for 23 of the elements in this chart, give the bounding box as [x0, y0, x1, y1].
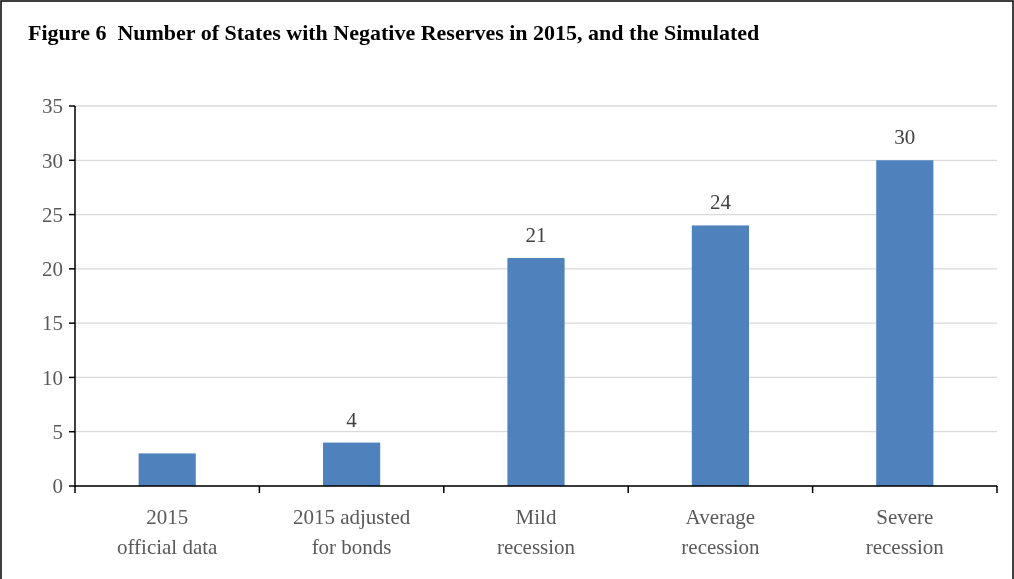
x-tick-label: Mild recession — [496, 505, 576, 559]
chart-title: Figure 6 Number of States with Negative Reserves in 2015, and the Simulated — [28, 20, 760, 45]
bar — [323, 442, 381, 486]
x-tick-label: 2015 official data — [116, 505, 219, 559]
y-tick-label: 30 — [42, 148, 63, 173]
x-tick-label: Average recession — [681, 505, 760, 559]
data-label: 24 — [709, 190, 732, 215]
bar — [876, 160, 934, 486]
y-tick-label: 25 — [42, 202, 63, 227]
y-tick-label: 5 — [52, 420, 63, 445]
y-tick-label: 35 — [42, 94, 63, 119]
y-tick-label: 0 — [52, 474, 63, 499]
x-tick-label: 2015 adjusted for bonds — [292, 505, 411, 559]
bar — [138, 453, 196, 486]
data-label: 4 — [346, 407, 358, 432]
data-label: 30 — [894, 125, 916, 150]
x-tick-label: Severe recession — [865, 505, 945, 559]
bar — [691, 225, 749, 486]
y-tick-label: 10 — [42, 365, 63, 390]
data-label: 21 — [525, 223, 547, 247]
y-tick-label: 20 — [42, 257, 63, 282]
bar — [507, 258, 565, 486]
y-tick-label: 15 — [42, 311, 63, 336]
